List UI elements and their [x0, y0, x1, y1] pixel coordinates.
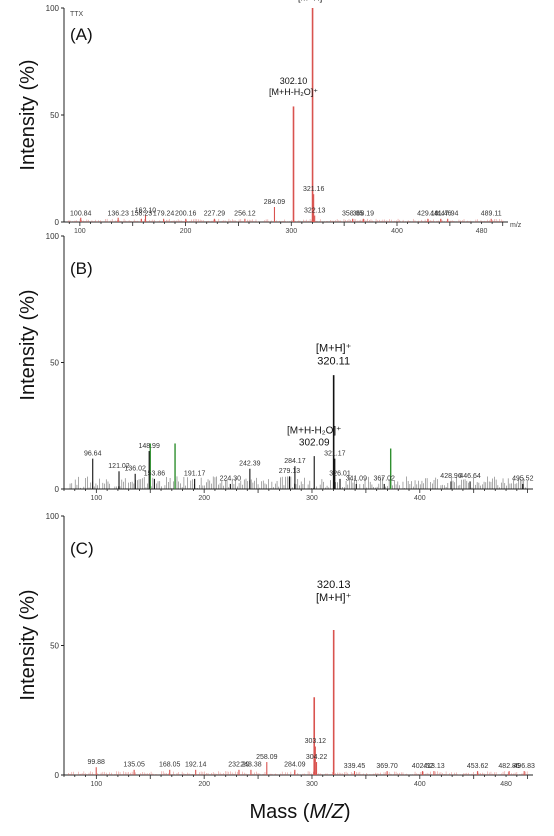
peak-label: 326.01 [329, 471, 351, 478]
x-unit-label: m/z [510, 222, 522, 229]
peak-label: 148.99 [138, 443, 160, 450]
peak-label: 489.11 [481, 211, 502, 218]
y-axis-label-b: Intensity (%) [17, 289, 39, 400]
peak-label: 413.13 [423, 763, 445, 770]
x-tick-label: 480 [476, 228, 488, 235]
peak-label: 441.46 [430, 211, 452, 218]
y-tick-label: 50 [50, 359, 59, 368]
peak-label: 447.94 [437, 211, 459, 218]
peak-annotation: 320.11 [317, 356, 350, 368]
peak-label: 168.05 [159, 762, 181, 769]
peak-label: 303.12 [305, 738, 327, 745]
peak-annotation: [M+H]⁺ [316, 343, 352, 355]
spectrum-panel-a: 0 50 100 100 200 300 400 480 m/z 100.84 136.23 158.… [46, 0, 522, 235]
y-axis-label-c: Intensity (%) [17, 589, 39, 700]
y-tick-label: 100 [46, 232, 60, 241]
peak-label: 358.05 [342, 211, 364, 218]
x-axis-label: Mass (M/Z) [249, 801, 350, 823]
x-tick-label: 100 [91, 495, 103, 502]
peak-label: 232.29 [228, 762, 250, 769]
peak-label: 158.23 [131, 211, 153, 218]
peak-label: 99.88 [87, 759, 105, 766]
peak-label: 96.64 [84, 450, 102, 457]
x-tick-label: 400 [414, 781, 426, 788]
peak-annotation: 302.10 [280, 76, 308, 86]
peak-label: 339.45 [344, 763, 366, 770]
peak-label: 227.29 [204, 211, 226, 218]
panel-label: (A) [70, 25, 93, 44]
y-axis-label-a: Intensity (%) [17, 59, 39, 170]
x-tick-label: 200 [198, 781, 210, 788]
peak-label: 179.24 [153, 211, 175, 218]
peak-annotation: [M+H-H₂O]⁺ [269, 87, 318, 97]
y-tick-label: 0 [55, 218, 60, 227]
peak-label: 429.18 [417, 211, 439, 218]
x-tick-label: 480 [500, 781, 512, 788]
peak-label: 428.96 [440, 473, 462, 480]
peak-label: 242.39 [239, 460, 261, 467]
spectrum-panel-c: 0 50 100 100 200 300 400 480 99.88 135.05 168.05 19… [46, 512, 535, 788]
peak-label: 192.14 [185, 762, 207, 769]
panel-header: TTX [70, 11, 84, 18]
peak-label: 321.16 [303, 186, 325, 193]
x-tick-label: 300 [306, 495, 318, 502]
peak-label: 121.02 [108, 463, 130, 470]
panel-label: (C) [70, 539, 94, 558]
x-tick-label: 100 [91, 781, 103, 788]
x-tick-label: 100 [74, 228, 86, 235]
peak-label: 322.13 [304, 208, 326, 215]
peak-label: 243.38 [240, 762, 262, 769]
peak-annotation: [M+H]⁺ [298, 0, 327, 3]
peak-label: 446.64 [459, 473, 481, 480]
peak-label: 256.12 [234, 211, 256, 218]
peak-label: 224.30 [220, 476, 242, 483]
peak-annotation: 302.09 [299, 438, 330, 449]
x-tick-label: 400 [414, 495, 426, 502]
peak-label: 191.17 [184, 471, 206, 478]
peak-label: 496.83 [513, 763, 535, 770]
y-tick-label: 100 [46, 512, 60, 521]
panel-label: (B) [70, 259, 93, 278]
peak-label: 135.05 [123, 762, 145, 769]
x-tick-label: 200 [180, 228, 192, 235]
peak-label: 453.62 [467, 763, 489, 770]
peak-label: 100.84 [70, 211, 92, 218]
peak-label: 153.86 [144, 471, 166, 478]
peak-label: 495.52 [512, 476, 534, 483]
y-tick-label: 50 [50, 111, 59, 120]
peak-annotation: [M+H]⁺ [316, 592, 352, 604]
x-tick-label: 400 [391, 228, 403, 235]
peak-label: 162.10 [135, 208, 157, 215]
peak-label: 284.17 [284, 458, 306, 465]
x-tick-label: 300 [285, 228, 297, 235]
peak-label: 284.09 [284, 762, 306, 769]
peak-label: 482.86 [498, 763, 520, 770]
peak-label: 367.02 [374, 476, 396, 483]
y-tick-label: 100 [46, 4, 60, 13]
peak-label: 321.17 [324, 450, 346, 457]
peak-annotation: 320.13 [317, 579, 351, 591]
peak-label: 200.16 [175, 211, 197, 218]
x-tick-label: 200 [198, 495, 210, 502]
peak-label: 258.09 [256, 754, 278, 761]
peak-label: 279.13 [279, 468, 301, 475]
peak-label: 341.09 [346, 476, 368, 483]
peak-label: 368.19 [353, 211, 375, 218]
peak-label: 304.22 [306, 754, 328, 761]
peak-label: 369.70 [376, 763, 398, 770]
y-tick-label: 50 [50, 642, 59, 651]
peak-label: 402.52 [412, 763, 434, 770]
x-tick-label: 300 [306, 781, 318, 788]
peak-annotation: [M+H-H₂O]⁺ [287, 426, 341, 437]
y-tick-label: 0 [55, 771, 60, 780]
y-tick-label: 0 [55, 485, 60, 494]
peak-label: 136.02 [124, 466, 146, 473]
peak-label: 284.09 [264, 199, 286, 206]
peak-label: 136.23 [107, 211, 129, 218]
